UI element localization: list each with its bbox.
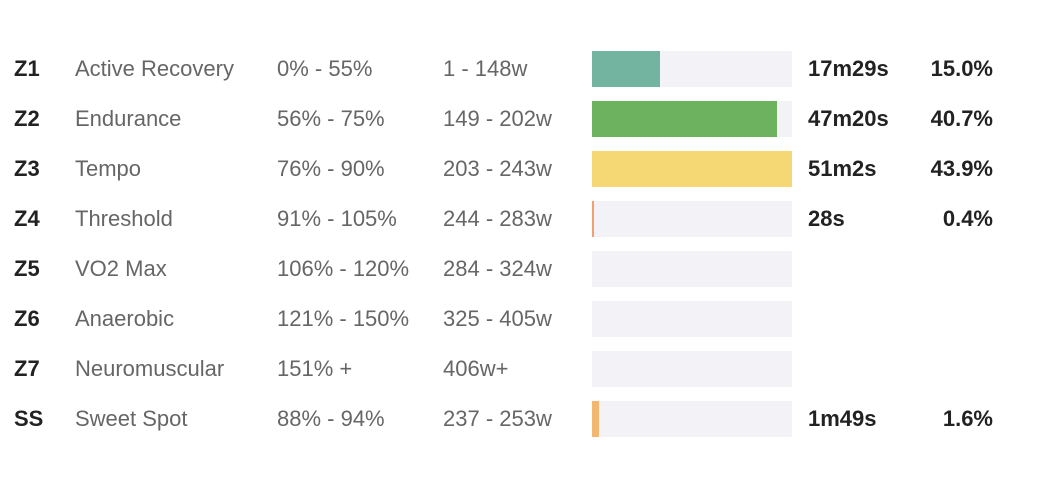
zone-row-z2: Z2 Endurance 56% - 75% 149 - 202w 47m20s… [0,94,1038,144]
zone-id: Z4 [14,206,40,231]
zone-percent-range: 76% - 90% [277,156,385,181]
zone-percent-range: 56% - 75% [277,106,385,131]
zone-bar-fill [592,201,594,237]
zone-name: Neuromuscular [75,356,225,381]
zone-time: 51m2s [808,156,877,181]
zone-watts-range: 203 - 243w [443,156,552,181]
zone-name: Anaerobic [75,306,175,331]
zone-name: VO2 Max [75,256,167,281]
zone-share: 0.4% [942,206,993,231]
zone-percent-range: 151% + [277,356,353,381]
zone-share: 15.0% [930,56,993,81]
zone-watts-range: 1 - 148w [443,56,528,81]
zone-id: Z2 [14,106,40,131]
zone-row-z6: Z6 Anaerobic 121% - 150% 325 - 405w [0,294,1038,344]
zone-bar-fill [592,101,778,137]
zone-time: 17m29s [808,56,889,81]
zone-percent-range: 121% - 150% [277,306,410,331]
zone-bar-track [592,151,792,187]
zone-id: Z7 [14,356,40,381]
zone-name: Endurance [75,106,182,131]
zone-id: Z6 [14,306,40,331]
zone-bar-track [592,201,792,237]
zone-percent-range: 88% - 94% [277,406,385,431]
zone-share: 43.9% [930,156,993,181]
zone-row-z7: Z7 Neuromuscular 151% + 406w+ [0,344,1038,394]
zone-name: Active Recovery [75,56,234,81]
zone-bar-fill [592,401,600,437]
zone-row-z5: Z5 VO2 Max 106% - 120% 284 - 324w [0,244,1038,294]
zone-percent-range: 0% - 55% [277,56,373,81]
zone-time: 47m20s [808,106,889,131]
zone-row-z1: Z1 Active Recovery 0% - 55% 1 - 148w 17m… [0,44,1038,94]
zone-id: Z3 [14,156,40,181]
zone-watts-range: 325 - 405w [443,306,552,331]
zone-percent-range: 106% - 120% [277,256,410,281]
power-zones-table: Z1 Active Recovery 0% - 55% 1 - 148w 17m… [0,44,1038,444]
zone-share: 40.7% [930,106,993,131]
zone-name: Threshold [75,206,173,231]
zone-row-ss: SS Sweet Spot 88% - 94% 237 - 253w 1m49s… [0,394,1038,444]
zone-bar-track [592,101,792,137]
zone-bar-track [592,51,792,87]
zone-name: Sweet Spot [75,406,188,431]
zone-bar-fill [592,51,661,87]
zone-percent-range: 91% - 105% [277,206,397,231]
zone-bar-track [592,401,792,437]
zone-share: 1.6% [942,406,993,431]
zone-bar-track [592,251,792,287]
zone-time: 28s [808,206,845,231]
zone-id: Z5 [14,256,40,281]
zone-bar-track [592,351,792,387]
zone-id: Z1 [14,56,40,81]
zone-watts-range: 149 - 202w [443,106,552,131]
zone-watts-range: 244 - 283w [443,206,552,231]
zone-watts-range: 284 - 324w [443,256,552,281]
zone-watts-range: 406w+ [443,356,509,381]
zone-id: SS [14,406,44,431]
zone-watts-range: 237 - 253w [443,406,552,431]
zone-time: 1m49s [808,406,877,431]
zone-row-z4: Z4 Threshold 91% - 105% 244 - 283w 28s 0… [0,194,1038,244]
zone-name: Tempo [75,156,142,181]
zone-bar-track [592,301,792,337]
zone-bar-fill [592,151,792,187]
zone-row-z3: Z3 Tempo 76% - 90% 203 - 243w 51m2s 43.9… [0,144,1038,194]
